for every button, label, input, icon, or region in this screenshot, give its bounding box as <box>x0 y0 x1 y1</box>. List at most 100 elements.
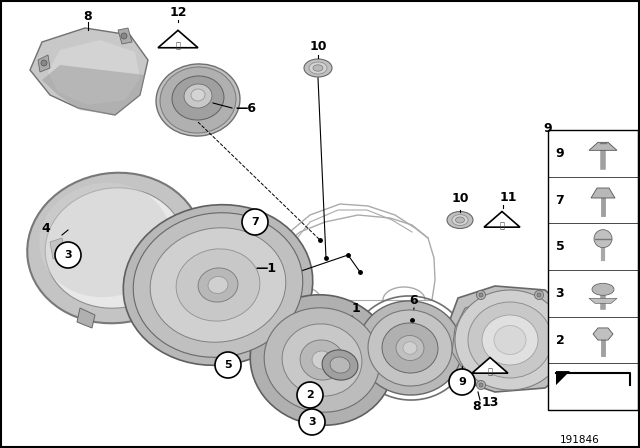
Polygon shape <box>445 286 575 392</box>
Text: 11: 11 <box>499 190 516 203</box>
Text: 10: 10 <box>451 191 468 204</box>
Polygon shape <box>42 65 145 115</box>
Polygon shape <box>556 371 570 385</box>
Text: 9: 9 <box>544 121 552 134</box>
Polygon shape <box>158 30 198 48</box>
Ellipse shape <box>150 228 286 342</box>
Text: 5: 5 <box>224 360 232 370</box>
Ellipse shape <box>313 65 323 71</box>
Polygon shape <box>472 358 508 373</box>
Circle shape <box>479 293 483 297</box>
Ellipse shape <box>282 324 362 396</box>
Text: 12: 12 <box>169 5 187 18</box>
Circle shape <box>479 383 483 387</box>
Text: ⧖: ⧖ <box>488 367 493 376</box>
Ellipse shape <box>156 64 240 136</box>
Circle shape <box>242 209 268 235</box>
Text: 8: 8 <box>473 400 481 413</box>
Ellipse shape <box>176 249 260 321</box>
Text: —1: —1 <box>255 262 276 275</box>
Polygon shape <box>118 28 132 44</box>
Ellipse shape <box>358 301 462 395</box>
Circle shape <box>477 380 486 389</box>
Ellipse shape <box>198 268 238 302</box>
Circle shape <box>594 230 612 248</box>
Ellipse shape <box>456 217 465 223</box>
Polygon shape <box>593 328 613 340</box>
Text: 9: 9 <box>556 147 564 160</box>
Bar <box>548 130 638 410</box>
Circle shape <box>121 33 127 39</box>
Text: 3: 3 <box>64 250 72 260</box>
Text: 3: 3 <box>308 417 316 427</box>
Polygon shape <box>589 298 617 303</box>
Polygon shape <box>77 308 95 328</box>
Circle shape <box>534 290 543 299</box>
Ellipse shape <box>300 340 344 380</box>
Text: 6: 6 <box>410 293 419 306</box>
Ellipse shape <box>330 357 350 373</box>
Text: ⧖: ⧖ <box>175 42 180 51</box>
Ellipse shape <box>312 351 332 369</box>
Text: 13: 13 <box>481 396 499 409</box>
Circle shape <box>537 293 541 297</box>
Ellipse shape <box>184 84 212 108</box>
Ellipse shape <box>452 215 468 225</box>
Text: 5: 5 <box>556 240 564 253</box>
Ellipse shape <box>191 89 205 101</box>
Circle shape <box>299 409 325 435</box>
Text: 7: 7 <box>556 194 564 207</box>
Circle shape <box>215 352 241 378</box>
Ellipse shape <box>208 276 228 293</box>
Ellipse shape <box>447 211 473 228</box>
Polygon shape <box>589 142 617 151</box>
Ellipse shape <box>309 62 327 74</box>
Ellipse shape <box>382 323 438 373</box>
Ellipse shape <box>45 188 185 308</box>
Text: 10: 10 <box>309 39 327 52</box>
Text: 7: 7 <box>251 217 259 227</box>
Text: 3: 3 <box>556 287 564 300</box>
Polygon shape <box>30 28 148 115</box>
Ellipse shape <box>396 336 424 361</box>
Circle shape <box>41 60 47 66</box>
Ellipse shape <box>322 350 358 380</box>
Polygon shape <box>48 40 140 105</box>
Circle shape <box>55 242 81 268</box>
Text: ⧖: ⧖ <box>499 221 504 231</box>
Ellipse shape <box>172 76 224 120</box>
Ellipse shape <box>468 302 552 378</box>
Polygon shape <box>38 55 50 72</box>
Text: 8: 8 <box>84 9 92 22</box>
Circle shape <box>556 362 564 370</box>
Ellipse shape <box>403 342 417 354</box>
Ellipse shape <box>39 183 171 297</box>
Ellipse shape <box>494 326 526 354</box>
Ellipse shape <box>304 59 332 77</box>
Ellipse shape <box>28 173 203 323</box>
Text: 1: 1 <box>351 302 360 314</box>
Polygon shape <box>452 298 563 386</box>
Text: —6: —6 <box>235 102 256 115</box>
Text: 2: 2 <box>306 390 314 400</box>
Text: 9: 9 <box>458 377 466 387</box>
Ellipse shape <box>124 205 313 365</box>
Circle shape <box>477 290 486 299</box>
Text: 2: 2 <box>556 333 564 346</box>
Ellipse shape <box>368 310 452 386</box>
Circle shape <box>449 369 475 395</box>
Text: 191846: 191846 <box>560 435 600 445</box>
Ellipse shape <box>160 67 236 133</box>
Text: 4: 4 <box>42 221 51 234</box>
Ellipse shape <box>482 315 538 365</box>
Polygon shape <box>484 211 520 227</box>
Ellipse shape <box>592 283 614 295</box>
Polygon shape <box>50 238 65 259</box>
Ellipse shape <box>133 213 303 357</box>
Circle shape <box>558 364 562 368</box>
Ellipse shape <box>250 295 394 425</box>
Ellipse shape <box>264 308 380 412</box>
Ellipse shape <box>455 290 565 390</box>
Polygon shape <box>591 188 615 198</box>
Circle shape <box>297 382 323 408</box>
